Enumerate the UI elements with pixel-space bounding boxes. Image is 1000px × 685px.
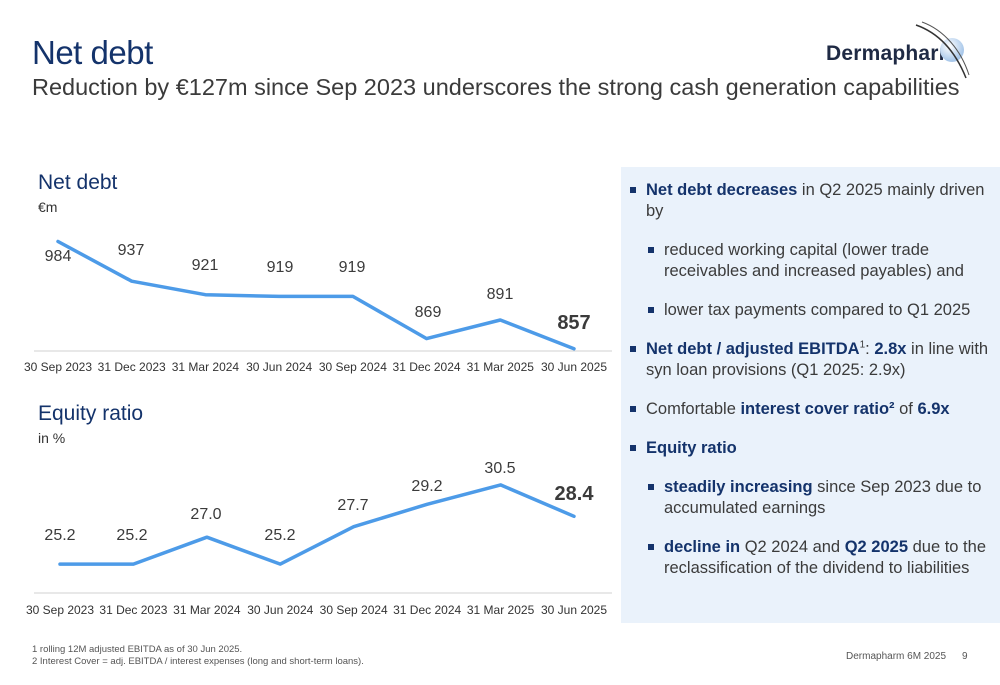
bullet-bold: interest cover ratio² xyxy=(740,400,895,418)
data-label: 921 xyxy=(192,257,219,274)
x-tick-label: 30 Sep 2023 xyxy=(26,603,94,617)
x-tick-label: 30 Jun 2025 xyxy=(541,360,607,374)
logo-text: Dermapharm xyxy=(826,42,958,65)
data-label: 25.2 xyxy=(116,527,147,544)
x-tick-label: 31 Dec 2024 xyxy=(393,603,461,617)
bullet-square-icon xyxy=(630,346,636,352)
bullet-bold: Q2 2025 xyxy=(844,538,909,556)
bullet-text: due to the reclassification of the divid… xyxy=(664,538,986,577)
bullet-net-debt: Net debt decreases in Q2 2025 mainly dri… xyxy=(626,180,996,222)
net-debt-chart-unit: €m xyxy=(38,199,58,215)
bullet-square-icon xyxy=(648,484,654,490)
bullet-bold: Net debt decreases xyxy=(646,181,798,199)
highlights-panel xyxy=(621,167,1000,623)
x-tick-label: 31 Mar 2024 xyxy=(173,603,241,617)
data-label: 919 xyxy=(267,259,294,276)
bullet-square-icon xyxy=(648,247,654,253)
net-debt-chart-title: Net debt xyxy=(38,171,118,194)
bullet-square-icon xyxy=(648,544,654,550)
footnote-2: 2 Interest Cover = adj. EBITDA / interes… xyxy=(32,656,364,667)
bullet-bold: decline in xyxy=(664,538,741,556)
x-tick-label: 31 Dec 2023 xyxy=(98,360,166,374)
data-label: 869 xyxy=(415,304,442,321)
bullet-equity-ratio: Equity ratio xyxy=(626,438,996,459)
x-tick-label: 31 Dec 2024 xyxy=(393,360,461,374)
bullet-square-icon xyxy=(630,187,636,193)
data-label: 25.2 xyxy=(264,527,295,544)
bullet-text: reduced working capital (lower trade rec… xyxy=(664,241,964,280)
page-title: Net debt xyxy=(32,34,153,71)
bullet-bold: Equity ratio xyxy=(646,439,737,457)
bullet-square-icon xyxy=(630,445,636,451)
data-label: 27.7 xyxy=(337,497,368,514)
x-tick-label: 30 Jun 2024 xyxy=(246,360,312,374)
data-label: 937 xyxy=(118,242,145,259)
highlights-list: Net debt decreases in Q2 2025 mainly dri… xyxy=(626,180,996,597)
data-label: 919 xyxy=(339,259,366,276)
data-label: 891 xyxy=(487,286,514,303)
bullet-text: in line with syn loan provisions (Q1 202… xyxy=(646,340,989,379)
footer-label: Dermapharm 6M 2025 xyxy=(846,651,947,662)
bullet-text: lower tax payments compared to Q1 2025 xyxy=(664,301,971,319)
x-tick-label: 31 Mar 2024 xyxy=(172,360,240,374)
data-label: 857 xyxy=(557,312,590,334)
bullet-bold: 2.8x xyxy=(874,340,907,358)
bullet-text: Comfortable xyxy=(646,400,741,418)
bullet-square-icon xyxy=(630,406,636,412)
data-label: 984 xyxy=(45,248,72,265)
logo-swoosh-icon xyxy=(915,21,970,79)
bullet-bold: 6.9x xyxy=(917,400,950,418)
page-number: 9 xyxy=(962,651,968,662)
bullet-text: in Q2 2025 mainly driven by xyxy=(646,181,985,220)
data-label: 30.5 xyxy=(484,460,515,477)
x-tick-label: 30 Sep 2024 xyxy=(319,360,387,374)
series-line xyxy=(56,239,576,351)
page-subtitle: Reduction by €127m since Sep 2023 unders… xyxy=(32,74,960,100)
bullet-tax-payments: lower tax payments compared to Q1 2025 xyxy=(644,300,996,321)
data-label: 29.2 xyxy=(411,478,442,495)
bullet-text: : xyxy=(865,340,875,358)
equity-ratio-chart-unit: in % xyxy=(38,430,66,446)
company-logo: Dermapharm xyxy=(826,20,976,85)
bullet-text: Q2 2024 and xyxy=(740,538,845,556)
bullet-steady-increase: steadily increasing since Sep 2023 due t… xyxy=(644,477,996,519)
bullet-bold: steadily increasing xyxy=(664,478,813,496)
equity-ratio-chart-title: Equity ratio xyxy=(38,402,144,425)
bullet-text: of xyxy=(894,400,918,418)
bullet-interest-cover: Comfortable interest cover ratio² of 6.9… xyxy=(626,399,996,420)
data-label: 28.4 xyxy=(555,483,595,505)
x-tick-label: 30 Jun 2025 xyxy=(541,603,607,617)
x-tick-label: 31 Mar 2025 xyxy=(467,603,535,617)
bullet-leverage: Net debt / adjusted EBITDA1: 2.8x in lin… xyxy=(626,339,996,381)
bullet-working-capital: reduced working capital (lower trade rec… xyxy=(644,240,996,282)
bullet-text: since Sep 2023 due to accumulated earnin… xyxy=(664,478,982,517)
net-debt-chart: 984 937 921 919 919 869 891 857 30 Sep 2023 31 De… xyxy=(24,239,612,374)
data-label: 25.2 xyxy=(44,527,75,544)
data-label: 27.0 xyxy=(190,506,221,523)
x-tick-label: 30 Sep 2023 xyxy=(24,360,92,374)
bullet-bold: Net debt / adjusted EBITDA xyxy=(646,340,860,358)
x-tick-label: 30 Sep 2024 xyxy=(320,603,388,617)
bullet-decline: decline in Q2 2024 and Q2 2025 due to th… xyxy=(644,537,996,579)
bullet-square-icon xyxy=(648,307,654,313)
x-tick-label: 31 Mar 2025 xyxy=(467,360,535,374)
x-tick-label: 30 Jun 2024 xyxy=(247,603,313,617)
series-line xyxy=(58,483,576,566)
footnote-ref: 1 xyxy=(859,339,866,351)
footnote-1: 1 rolling 12M adjusted EBITDA as of 30 J… xyxy=(32,644,243,655)
x-tick-label: 31 Dec 2023 xyxy=(99,603,167,617)
equity-ratio-chart: 25.2 25.2 27.0 25.2 27.7 29.2 30.5 28.4 30 Sep 2… xyxy=(26,460,612,617)
